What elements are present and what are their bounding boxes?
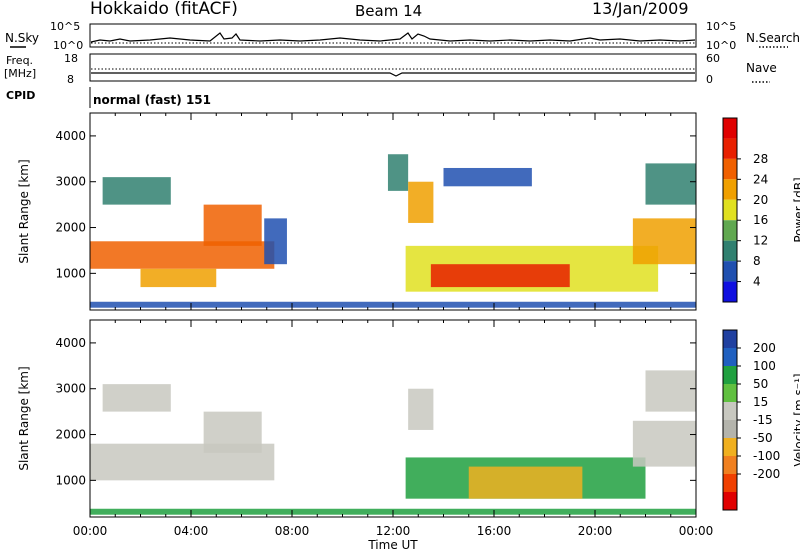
- noise-left-tick-bottom: 10^0: [53, 39, 83, 52]
- freq-left-label-line2: [MHz]: [4, 67, 36, 80]
- y-tick-label: 1000: [55, 473, 86, 487]
- colorbar-tick-label: 200: [753, 341, 776, 355]
- cpid-label: CPID: [6, 89, 35, 102]
- data-region: [387, 154, 409, 191]
- data-region: [645, 163, 696, 205]
- colorbar-tick-label: 12: [753, 234, 768, 248]
- data-region: [468, 466, 583, 499]
- noise-right-tick-top: 10^5: [706, 20, 736, 33]
- noise-right-tick-bottom: 10^0: [706, 39, 736, 52]
- data-region: [408, 181, 434, 223]
- power-panel: 1000 2000 3000 4000 Slant Range [km] 4 8 12 16 20…: [17, 112, 800, 311]
- colorbar-tick-label: -15: [753, 413, 773, 427]
- colorbar-segment: [723, 456, 737, 474]
- y-tick-label: 3000: [55, 382, 86, 396]
- beam-title: Beam 14: [355, 2, 422, 20]
- colorbar-segment: [723, 158, 737, 180]
- colorbar-tick-label: 28: [753, 152, 768, 166]
- colorbar-segment: [723, 384, 737, 402]
- colorbar-segment: [723, 474, 737, 492]
- freq-trace: [91, 72, 695, 77]
- x-tick-label: 16:00: [477, 524, 512, 538]
- date-title: 13/Jan/2009: [592, 0, 689, 18]
- x-axis-title: Time UT: [367, 538, 418, 552]
- y-tick-label: 4000: [55, 336, 86, 350]
- colorbar-title: Velocity [m s⁻¹]: [792, 373, 800, 466]
- colorbar-tick-label: 50: [753, 377, 768, 391]
- data-region: [264, 218, 287, 265]
- colorbar-segment: [723, 438, 737, 456]
- station-title: Hokkaido (fitACF): [90, 0, 238, 19]
- colorbar-segment: [723, 420, 737, 438]
- freq-right-tick-bottom: 0: [706, 73, 713, 86]
- data-region: [203, 204, 262, 246]
- x-tick-label: 00:00: [73, 524, 108, 538]
- colorbar-segment: [723, 330, 737, 348]
- colorbar-tick-label: 15: [753, 395, 768, 409]
- freq-panel-frame: [89, 53, 697, 82]
- colorbar-tick-label: 16: [753, 213, 768, 227]
- colorbar-segment: [723, 199, 737, 221]
- y-tick-label: 2000: [55, 221, 86, 235]
- colorbar-tick-label: -100: [753, 449, 780, 463]
- velocity-panel: 1000 2000 3000 4000 Slant Range [km] 200 100 50…: [17, 319, 800, 518]
- colorbar-segment: [723, 240, 737, 262]
- colorbar-title: Power [dB]: [792, 177, 800, 242]
- colorbar-segment: [723, 348, 737, 366]
- colorbar-segment: [723, 281, 737, 302]
- colorbar-segment: [723, 366, 737, 384]
- y-tick-label: 4000: [55, 129, 86, 143]
- x-tick-label: 08:00: [275, 524, 310, 538]
- data-region: [140, 268, 217, 288]
- data-region: [443, 167, 532, 187]
- y-axis-title: Slant Range [km]: [17, 366, 31, 470]
- data-region: [632, 420, 696, 467]
- colorbar-segment: [723, 138, 737, 159]
- colorbar-tick-label: 100: [753, 359, 776, 373]
- freq-right-tick-top: 60: [706, 52, 720, 65]
- x-tick-label: 00:00: [679, 524, 714, 538]
- noise-panel-frame: [89, 23, 697, 48]
- noise-left-tick-top: 10^5: [50, 20, 80, 33]
- x-tick-label: 12:00: [376, 524, 411, 538]
- y-tick-label: 3000: [55, 175, 86, 189]
- noise-left-label: N.Sky: [5, 31, 39, 45]
- x-axis-ticks: 00:00 04:00 08:00 12:00 16:00 20:00 00:00: [73, 524, 714, 538]
- data-region: [203, 411, 262, 453]
- data-region: [632, 218, 696, 265]
- colorbar-tick-label: 20: [753, 193, 768, 207]
- data-region: [408, 388, 434, 430]
- colorbar-tick-label: 24: [753, 172, 768, 186]
- data-region: [102, 384, 171, 412]
- y-axis-title: Slant Range [km]: [17, 159, 31, 263]
- colorbar-segment: [723, 118, 737, 139]
- y-tick-label: 2000: [55, 428, 86, 442]
- data-region: [645, 370, 696, 412]
- colorbar-frame: [722, 117, 738, 303]
- y-tick-label: 1000: [55, 266, 86, 280]
- data-region: [430, 264, 570, 288]
- x-tick-label: 04:00: [174, 524, 209, 538]
- colorbar-tick-label: -50: [753, 431, 773, 445]
- colorbar-segment: [723, 492, 737, 510]
- colorbar-segment: [723, 179, 737, 200]
- freq-left-tick-top: 18: [64, 52, 78, 65]
- x-tick-label: 20:00: [578, 524, 613, 538]
- noise-right-label: N.Search: [746, 31, 800, 45]
- noise-sky-trace: [90, 32, 696, 43]
- cpid-value: normal (fast) 151: [93, 93, 211, 107]
- colorbar-segment: [723, 220, 737, 241]
- freq-left-label-line1: Freq.: [6, 54, 33, 67]
- freq-left-tick-bottom: 8: [67, 73, 74, 86]
- freq-right-label: Nave: [746, 61, 777, 75]
- colorbar-segment: [723, 261, 737, 282]
- data-region: [102, 177, 171, 205]
- colorbar-tick-label: 4: [753, 275, 761, 289]
- colorbar-tick-label: 8: [753, 254, 761, 268]
- colorbar-tick-label: -200: [753, 467, 780, 481]
- colorbar-segment: [723, 402, 737, 420]
